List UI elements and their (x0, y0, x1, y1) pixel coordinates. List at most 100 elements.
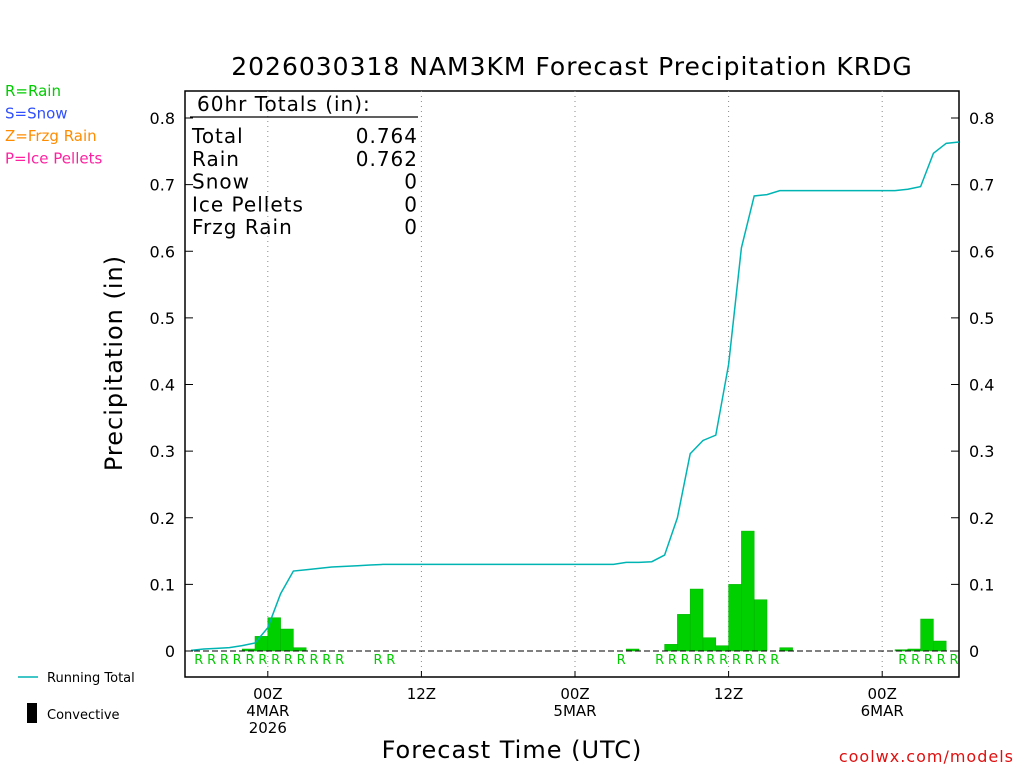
totals-label-1: Rain (192, 147, 240, 171)
ptype-marker-18: R (693, 653, 702, 668)
y-axis-label: Precipitation (in) (100, 255, 128, 471)
precip-bar-38 (677, 614, 691, 652)
y-tick-label-right-4: 0.4 (969, 376, 994, 395)
y-tick-label-left-3: 0.3 (150, 442, 175, 461)
convective-legend: Convective (47, 708, 120, 723)
legend-item-3: P=Ice Pellets (5, 150, 102, 168)
ptype-marker-20: R (719, 653, 728, 668)
precip-bar-58 (933, 640, 947, 652)
totals-value-4: 0 (404, 215, 418, 239)
x-axis-label: Forecast Time (UTC) (382, 736, 643, 764)
x-tick-label-4-0: 00Z (868, 685, 897, 703)
precip-bar-41 (715, 645, 729, 652)
y-tick-label-right-8: 0.8 (969, 109, 994, 128)
convective-swatch (27, 703, 37, 723)
totals-header: 60hr Totals (in): (197, 92, 371, 116)
legend-item-1: S=Snow (5, 105, 68, 123)
totals-value-2: 0 (404, 170, 418, 194)
ptype-marker-13: R (386, 653, 395, 668)
x-tick-label-3-0: 12Z (714, 685, 743, 703)
x-tick-label-0-2: 2026 (249, 719, 287, 737)
legend-item-2: Z=Frzg Rain (5, 127, 97, 145)
precip-type-legend: R=Rain S=Snow Z=Frzg Rain P=Ice Pellets (5, 82, 102, 168)
x-tick-label-2-1: 5MAR (553, 702, 596, 720)
y-tick-label-left-5: 0.5 (150, 309, 175, 328)
ptype-marker-3: R (233, 653, 242, 668)
y-tick-label-right-2: 0.2 (969, 509, 994, 528)
y-tick-label-right-3: 0.3 (969, 442, 994, 461)
y-tick-label-left-8: 0.8 (150, 109, 175, 128)
ptype-marker-0: R (194, 653, 203, 668)
ptype-marker-17: R (681, 653, 690, 668)
precip-bar-8 (293, 647, 307, 652)
totals-label-3: Ice Pellets (192, 192, 304, 216)
y-axis-right: 0 0.1 0.2 0.3 0.4 0.5 0.6 0.7 0.8 (951, 109, 994, 661)
ptype-marker-14: R (617, 653, 626, 668)
precip-bar-42 (728, 584, 742, 652)
ptype-marker-16: R (668, 653, 677, 668)
y-tick-label-right-7: 0.7 (969, 176, 994, 195)
y-tick-label-left-2: 0.2 (150, 509, 175, 528)
ptype-marker-26: R (911, 653, 920, 668)
precip-bar-46 (779, 647, 793, 652)
x-tick-label-0-1: 4MAR (246, 702, 289, 720)
x-tick-label-0-0: 00Z (253, 685, 282, 703)
ptype-marker-29: R (949, 653, 958, 668)
ptype-marker-1: R (207, 653, 216, 668)
ptype-marker-23: R (757, 653, 766, 668)
ptype-marker-6: R (271, 653, 280, 668)
precip-bar-57 (920, 618, 934, 652)
y-tick-label-right-6: 0.6 (969, 242, 994, 261)
ptype-marker-15: R (655, 653, 664, 668)
ptype-marker-9: R (309, 653, 318, 668)
totals-value-0: 0.764 (356, 124, 418, 148)
ptype-marker-7: R (284, 653, 293, 668)
precip-bar-5 (254, 636, 269, 652)
totals-label-0: Total (191, 124, 244, 148)
ptype-marker-27: R (924, 653, 933, 668)
totals-box: 60hr Totals (in): Total 0.764 Rain 0.762 Sno… (190, 92, 418, 239)
ptype-marker-21: R (732, 653, 741, 668)
precip-bar-37 (664, 644, 678, 652)
y-tick-label-left-6: 0.6 (150, 242, 175, 261)
precip-bar-43 (741, 530, 755, 652)
precip-bar-44 (753, 599, 768, 652)
precip-bar-40 (702, 637, 717, 652)
bottom-legend: Running Total Convective (18, 671, 135, 723)
plot-frame (184, 90, 960, 678)
totals-label-2: Snow (192, 170, 250, 194)
totals-value-1: 0.762 (356, 147, 418, 171)
y-tick-label-right-0: 0 (969, 642, 979, 661)
totals-label-4: Frzg Rain (192, 215, 293, 239)
y-axis-left: 0 0.1 0.2 0.3 0.4 0.5 0.6 0.7 0.8 (150, 109, 193, 661)
ptype-marker-24: R (770, 653, 779, 668)
ptype-marker-10: R (322, 653, 331, 668)
ptype-marker-25: R (898, 653, 907, 668)
hourly-precip-bars (241, 530, 947, 652)
ptype-marker-19: R (706, 653, 715, 668)
x-tick-label-4-1: 6MAR (861, 702, 904, 720)
running-total-line (190, 141, 960, 652)
y-tick-label-left-7: 0.7 (150, 176, 175, 195)
ptype-marker-12: R (373, 653, 382, 668)
ptype-marker-28: R (937, 653, 946, 668)
x-tick-label-1-0: 12Z (407, 685, 436, 703)
precip-bar-7 (280, 628, 294, 652)
y-tick-label-left-4: 0.4 (150, 376, 175, 395)
y-tick-label-left-1: 0.1 (150, 575, 175, 594)
precip-bar-39 (689, 588, 704, 652)
chart-title: 2026030318 NAM3KM Forecast Precipitation… (231, 52, 913, 81)
ptype-marker-4: R (245, 653, 254, 668)
y-tick-label-right-5: 0.5 (969, 309, 994, 328)
vertical-grid (267, 91, 883, 677)
ptype-marker-8: R (297, 653, 306, 668)
legend-item-0: R=Rain (5, 82, 61, 100)
totals-value-3: 0 (404, 192, 418, 216)
credit-text: coolwx.com/models (839, 747, 1014, 766)
ptype-marker-2: R (220, 653, 229, 668)
running-total-legend: Running Total (47, 671, 135, 686)
ptype-marker-5: R (258, 653, 267, 668)
